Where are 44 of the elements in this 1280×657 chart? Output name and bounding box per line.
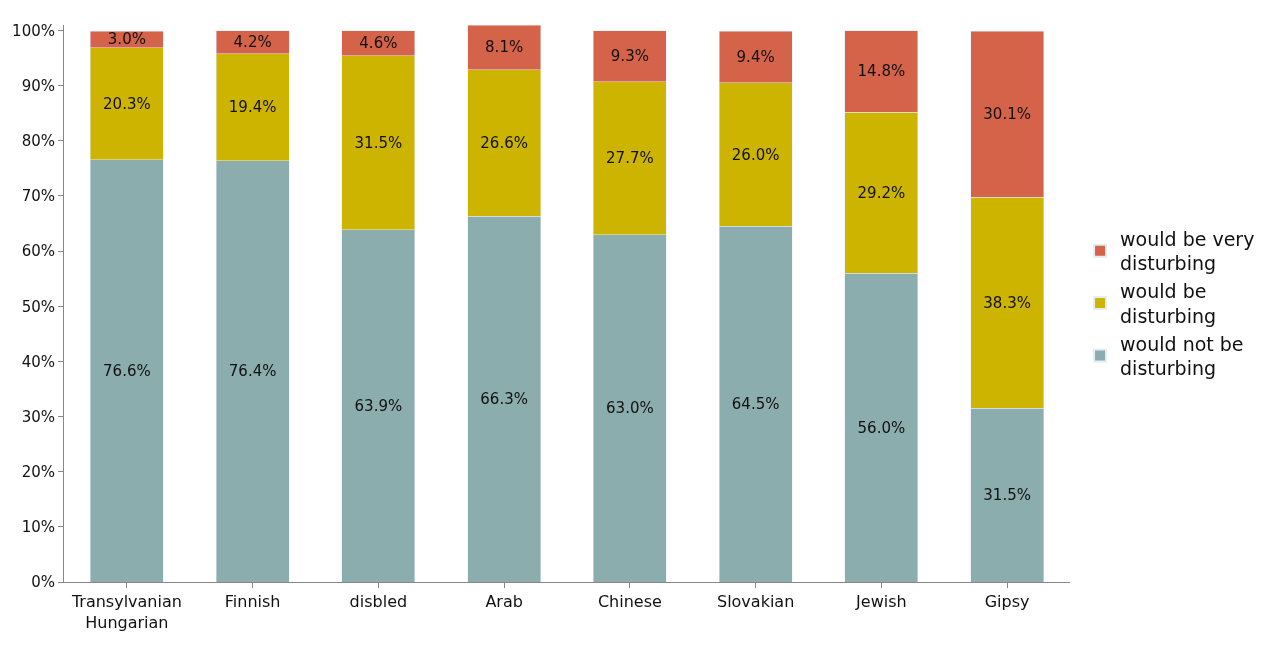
data-label: 63.0%	[606, 399, 654, 418]
data-label: 3.0%	[107, 30, 146, 49]
data-label: 76.4%	[228, 362, 277, 381]
x-tick-label: disbled	[349, 592, 408, 612]
x-tick-label: Finnish	[224, 592, 281, 612]
x-tick-label: Transylvanian Hungarian	[70, 592, 182, 632]
y-tick-label: 20%	[21, 462, 55, 481]
data-label: 29.2%	[857, 183, 906, 202]
data-label: 14.8%	[857, 62, 906, 81]
y-tick-label: 100%	[12, 21, 55, 40]
data-label: 27.7%	[606, 149, 654, 168]
data-label: 8.1%	[485, 38, 524, 57]
x-tick-label: Slovakian	[716, 592, 795, 612]
x-tick-label: Chinese	[597, 592, 662, 612]
y-tick-label: 40%	[21, 352, 55, 371]
y-tick-label: 60%	[21, 242, 55, 261]
data-label: 20.3%	[103, 94, 151, 113]
data-label: 31.5%	[983, 486, 1031, 505]
data-label: 4.6%	[359, 34, 398, 53]
data-label: 66.3%	[480, 390, 528, 409]
y-tick-label: 50%	[21, 297, 55, 316]
data-label: 19.4%	[228, 98, 277, 117]
y-tick-label: 10%	[21, 518, 55, 537]
data-label: 30.1%	[983, 105, 1031, 124]
y-tick-label: 80%	[21, 132, 55, 151]
data-label: 63.9%	[354, 396, 403, 415]
data-label: 76.6%	[103, 361, 151, 380]
data-label: 64.5%	[731, 395, 780, 414]
x-tick-label: Jewish	[855, 592, 907, 612]
y-tick-label: 90%	[21, 76, 55, 95]
x-tick-label: Gipsy	[984, 592, 1030, 612]
data-label: 31.5%	[354, 133, 403, 152]
y-tick-label: 70%	[21, 187, 55, 206]
data-label: 9.3%	[610, 47, 649, 66]
data-label: 26.0%	[731, 145, 780, 164]
x-tick-label: Arab	[485, 592, 523, 612]
data-label: 9.4%	[736, 47, 775, 66]
data-label: 4.2%	[233, 33, 272, 52]
legend-label: would not be disturbing	[1120, 332, 1244, 380]
data-label: 56.0%	[857, 418, 906, 437]
data-label: 26.6%	[480, 134, 528, 153]
data-label: 38.3%	[983, 293, 1031, 312]
y-tick-label: 30%	[21, 407, 55, 426]
y-tick-label: 0%	[31, 573, 55, 592]
